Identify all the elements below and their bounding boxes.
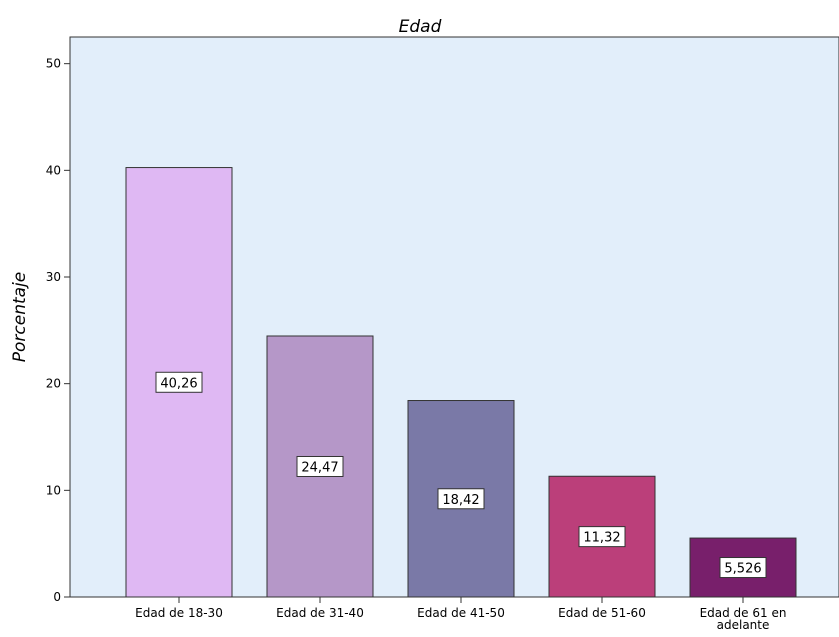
x-tick-label: adelante xyxy=(717,618,770,632)
y-axis-label: Porcentaje xyxy=(10,272,30,363)
data-label-box xyxy=(578,526,626,548)
data-label-box xyxy=(155,371,203,393)
data-label: 24,47 xyxy=(301,460,338,475)
y-tick-label: 50 xyxy=(46,57,61,71)
data-label: 40,26 xyxy=(160,376,197,391)
x-tick-label: Edad de 61 en xyxy=(700,606,787,620)
bars: 40,26 24,47 18,42 11,32 5,526 xyxy=(125,167,797,598)
x-tick-label: Edad de 41-50 xyxy=(417,606,505,620)
y-axis: 0 10 20 30 40 50 xyxy=(46,57,70,604)
y-tick-label: 30 xyxy=(46,270,61,284)
x-axis: Edad de 18-30 Edad de 31-40 Edad de 41-50 E… xyxy=(135,597,786,632)
data-label: 18,42 xyxy=(442,493,479,508)
y-tick-label: 40 xyxy=(46,163,61,177)
chart-title: Edad xyxy=(399,17,442,37)
x-tick-label: Edad de 51-60 xyxy=(558,606,646,620)
data-label-box xyxy=(296,455,344,477)
data-label: 5,526 xyxy=(724,562,761,577)
x-tick-label: Edad de 31-40 xyxy=(276,606,364,620)
x-tick-label: Edad de 18-30 xyxy=(135,606,223,620)
y-tick-label: 20 xyxy=(46,377,61,391)
y-tick-label: 0 xyxy=(53,590,61,604)
y-tick-label: 10 xyxy=(46,483,61,497)
data-label-box xyxy=(719,557,767,579)
data-label: 11,32 xyxy=(583,531,620,546)
data-label-box xyxy=(437,488,485,510)
